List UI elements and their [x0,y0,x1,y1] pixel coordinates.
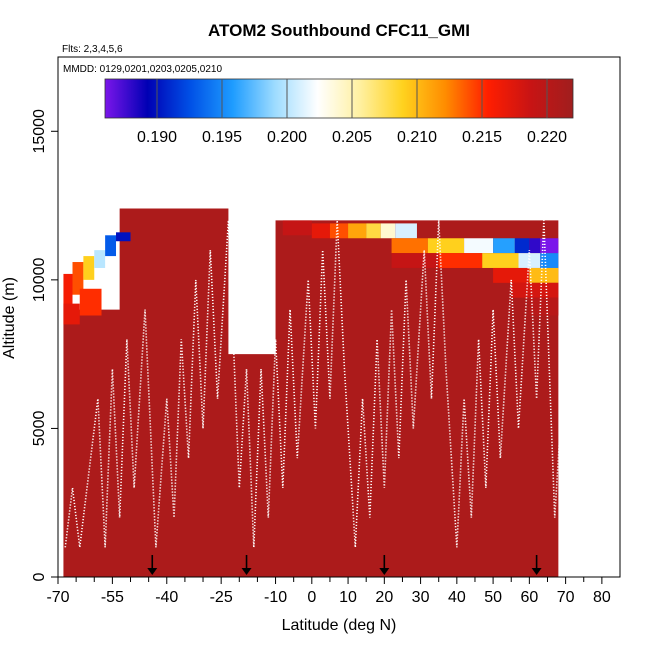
colorbar-tick-label: 0.220 [527,129,567,146]
x-tick-label: 40 [448,589,466,606]
curtain-patch [518,253,541,268]
curtain-patch [514,238,530,254]
colorbar-tick-label: 0.215 [462,129,502,146]
curtain-patch [94,250,106,268]
x-axis-label: Latitude (deg N) [282,617,397,634]
x-tick-label: 50 [484,589,502,606]
y-tick-label: 5000 [31,411,48,447]
curtain-patch [311,223,330,239]
curtain-patch [529,297,559,316]
arrow-head [531,568,542,575]
x-tick-label: 0 [307,589,316,606]
plot-area [63,208,559,578]
colorbar-tick-label: 0.190 [137,129,177,146]
curtain-patch [329,223,349,239]
curtain-patch [63,273,73,310]
curtain-patch [464,238,494,254]
arrow-markers [147,555,542,575]
x-tick-label: 30 [412,589,430,606]
y-axis-label: Altitude (m) [1,277,18,359]
curtain-patch [493,238,515,254]
curtain-patch [395,223,417,239]
x-tick-label: 60 [520,589,538,606]
curtain-patch [391,238,428,254]
y-tick-label: 15000 [31,109,48,154]
curtain-patch [529,238,541,254]
arrow-head [379,568,390,575]
curtain-patch [380,223,396,239]
x-tick-label: -70 [46,589,69,606]
arrow-head [241,568,252,575]
curtain-patch [282,220,312,236]
colorbar-tick-label: 0.200 [267,129,307,146]
curtain-patch [482,253,519,268]
curtain-patch [348,223,367,239]
curtain-patch [540,253,559,268]
curtain-patch [116,232,131,242]
curtain-background [63,208,559,578]
curtain-patch [511,282,559,298]
curtain-patch [529,267,559,283]
y-tick-label: 0 [31,572,48,581]
flights-subtitle: Flts: 2,3,4,5,6 [62,44,123,55]
colorbar: 0.190 0.195 0.200 0.205 0.210 0.215 0.220 [104,78,574,146]
colorbar-tick-label: 0.210 [397,129,437,146]
chart-title: ATOM2 Southbound CFC11_GMI [208,21,470,40]
x-tick-label: 20 [375,589,393,606]
curtain-patch [79,288,102,316]
curtain-patch [493,267,530,283]
curtain-patch [391,253,439,268]
curtain-patch [63,303,80,325]
arrow-head [147,568,158,575]
x-tick-label: 80 [593,589,611,606]
curtain-patch [72,262,84,295]
x-tick-label: 10 [339,589,357,606]
curtain-patch [83,256,95,280]
dates-subtitle: MMDD: 0129,0201,0203,0205,0210 [63,64,222,75]
axes: -70 -55 -40 -25 -10 0 10 20 30 40 50 60 70 80 0 5000 100… [31,56,621,606]
colorbar-tick-label: 0.205 [332,129,372,146]
x-tick-label: -55 [101,589,124,606]
x-tick-label: -25 [210,589,233,606]
y-tick-label: 10000 [31,258,48,303]
curtain-patch [105,235,117,257]
colorbar-gradient [104,78,574,119]
curtain-patch [366,223,381,239]
curtain-patch [438,253,483,268]
x-tick-label: -40 [155,589,178,606]
x-tick-label: 70 [557,589,575,606]
plot-frame [57,56,621,578]
curtain-patch [427,238,465,254]
colorbar-tick-label: 0.195 [202,129,242,146]
x-tick-label: -10 [264,589,287,606]
